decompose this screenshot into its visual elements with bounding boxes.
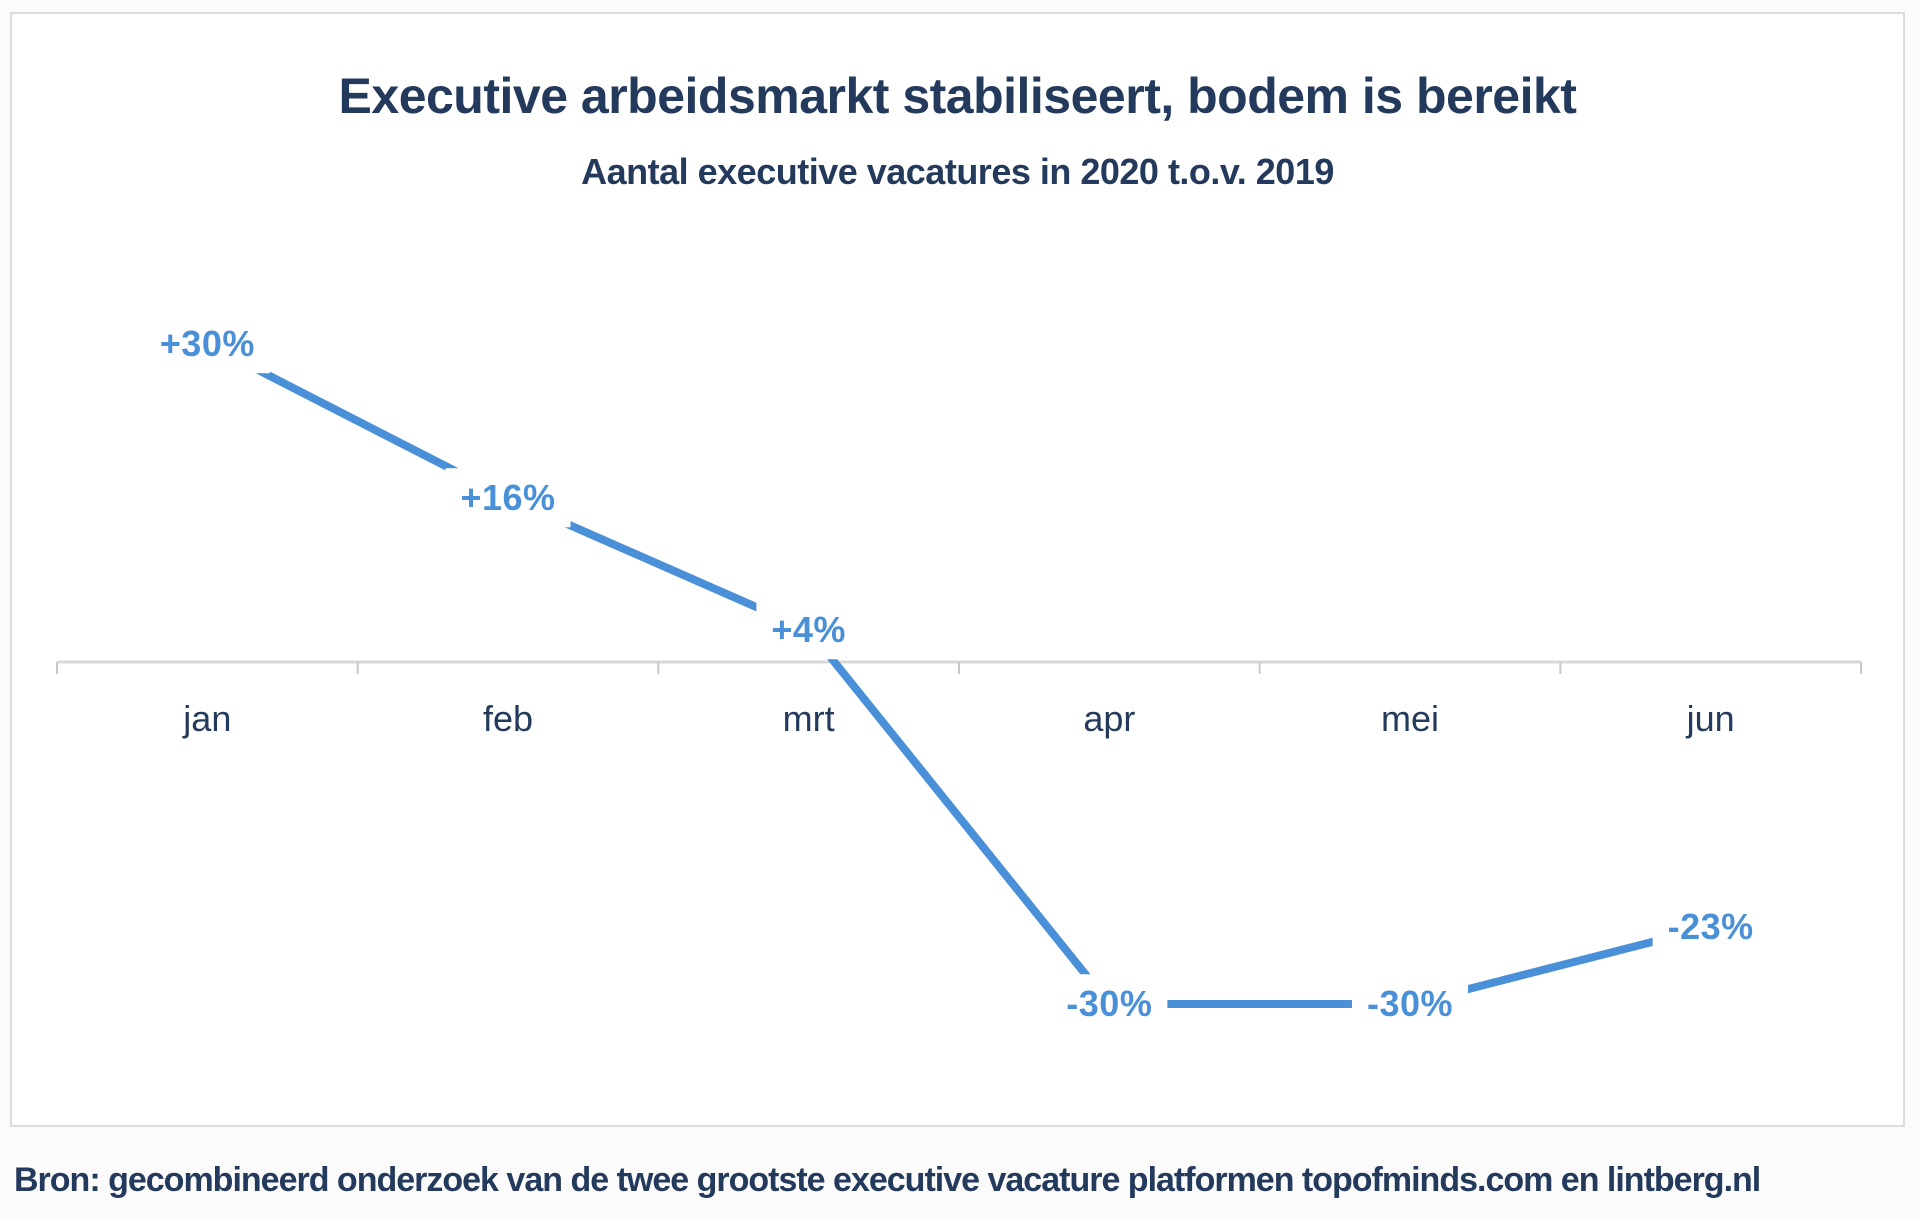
line-chart: jan feb mrt apr mei jun +30% +16% +4% -30% -30% -23… bbox=[56, 314, 1862, 1034]
x-axis-label-mrt: mrt bbox=[783, 698, 835, 739]
data-point-label-halo bbox=[756, 600, 861, 660]
data-point-label: -30% bbox=[1066, 983, 1152, 1024]
x-axis-label-jun: jun bbox=[1686, 698, 1735, 739]
data-point-label-halo bbox=[1351, 974, 1469, 1034]
source-note: Bron: gecombineerd onderzoek van de twee… bbox=[14, 1161, 1761, 1199]
data-point-label-halo bbox=[1051, 974, 1168, 1034]
data-point-label: +4% bbox=[771, 609, 846, 650]
x-axis-label-apr: apr bbox=[1083, 698, 1135, 739]
data-point-label-halo bbox=[445, 468, 571, 528]
x-axis-label-mei: mei bbox=[1381, 698, 1439, 739]
x-axis-label-jan: jan bbox=[182, 698, 231, 739]
data-point-label-halo bbox=[1652, 897, 1769, 957]
data-point-label: +30% bbox=[160, 323, 255, 364]
data-point-label: -23% bbox=[1668, 906, 1754, 947]
chart-subtitle: Aantal executive vacatures in 2020 t.o.v… bbox=[581, 151, 1334, 192]
chart-title: Executive arbeidsmarkt stabiliseert, bod… bbox=[338, 68, 1577, 124]
data-point-label: +16% bbox=[460, 477, 555, 518]
chart-card: Executive arbeidsmarkt stabiliseert, bod… bbox=[10, 12, 1905, 1127]
data-point-label-halo bbox=[144, 314, 270, 374]
x-axis-label-feb: feb bbox=[483, 698, 533, 739]
data-point-label: -30% bbox=[1367, 983, 1453, 1024]
